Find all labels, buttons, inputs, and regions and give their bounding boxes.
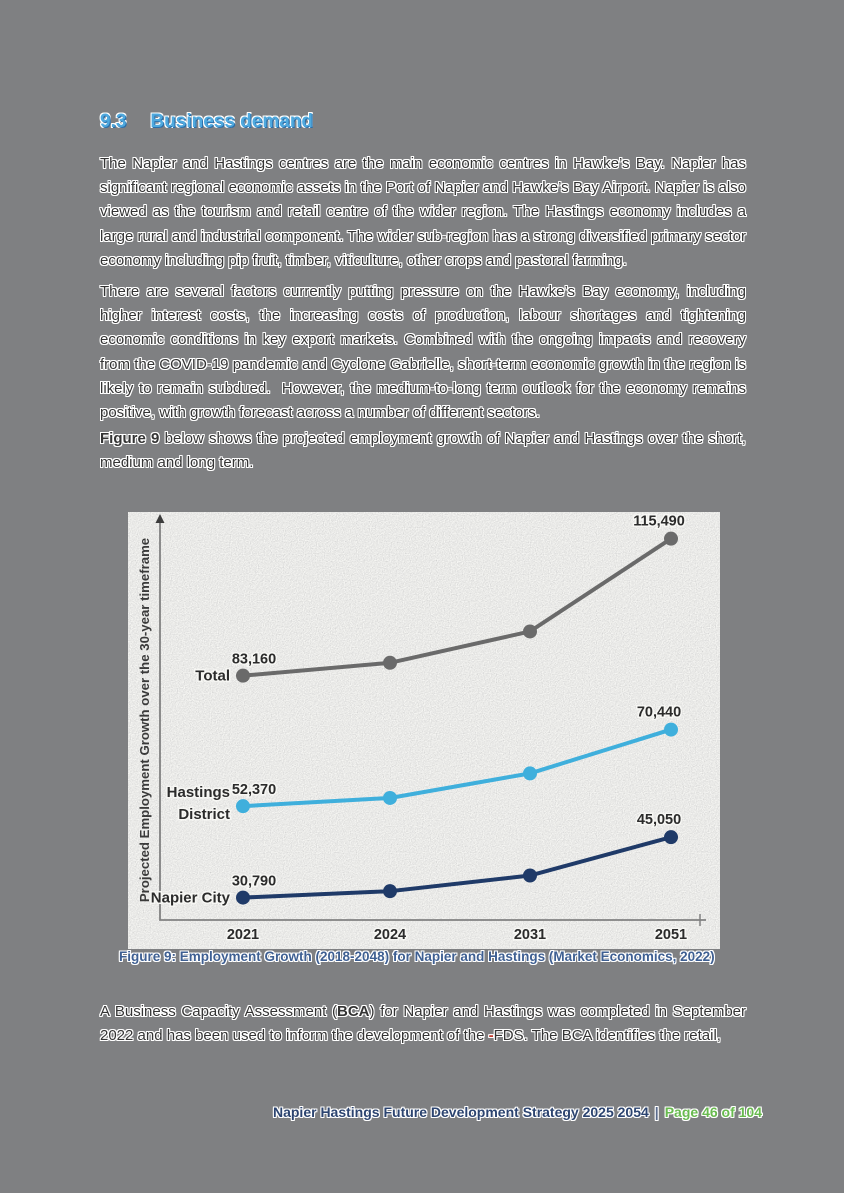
page-footer: Napier Hastings Future Development Strat… — [100, 1104, 762, 1120]
tracked-change-mark: - — [488, 1027, 494, 1045]
section-number: 9.3 — [100, 111, 127, 132]
series-point-napier-city-2021 — [236, 890, 250, 905]
footer-document-title: Napier Hastings Future Development Strat… — [272, 1104, 649, 1120]
series-name-label-total: Total — [195, 668, 230, 685]
series-point-hastings-district-2031 — [523, 766, 537, 781]
section-title: Business demand — [150, 111, 314, 132]
series-name-label-hastings-district: District — [178, 806, 230, 823]
paragraph-economic-pressure: There are several factors currently putt… — [100, 283, 746, 422]
series-point-hastings-district-2021 — [236, 799, 250, 814]
series-point-napier-city-2051 — [664, 830, 678, 845]
series-point-total-2021 — [236, 668, 250, 683]
series-line-total — [241, 536, 673, 678]
y-axis-arrow-icon — [155, 514, 165, 523]
data-label-hastings-district-end: 70,440 — [637, 705, 681, 721]
employment-growth-chart: Projected Employment Growth over the 30-… — [128, 512, 720, 949]
x-tick-2021: 2021 — [227, 927, 259, 943]
paragraph-figure-intro: Figure 9 below shows the projected emplo… — [100, 430, 746, 472]
x-tick-2031: 2031 — [514, 927, 546, 943]
series-point-napier-city-2031 — [523, 868, 537, 883]
data-label-total-start: 83,160 — [232, 652, 276, 668]
paragraph-bca: A Business Capacity Assessment (BCA) for… — [100, 1003, 747, 1045]
series-point-total-2024 — [383, 655, 397, 670]
x-tick-2051: 2051 — [655, 927, 687, 943]
employment-growth-chart-svg: Projected Employment Growth over the 30-… — [128, 512, 720, 949]
series-point-napier-city-2024 — [383, 884, 397, 899]
data-label-total-end: 115,490 — [633, 514, 685, 530]
series-point-total-2051 — [664, 531, 678, 546]
footer-separator: | — [654, 1104, 659, 1120]
series-name-label-hastings-district: Hastings — [167, 784, 230, 801]
series-name-label-napier-city: Napier City — [151, 890, 231, 907]
figure-9-reference: Figure 9 — [100, 430, 160, 447]
footer-page-number: Page 46 of 104 — [664, 1104, 762, 1120]
scan-noise-texture — [128, 512, 720, 949]
chart-x-axis-labels: 2021 2024 2031 2051 — [225, 926, 688, 945]
series-point-hastings-district-2051 — [664, 722, 678, 737]
series-point-total-2031 — [523, 624, 537, 639]
data-label-napier-city-start: 30,790 — [232, 874, 276, 890]
data-label-napier-city-end: 45,050 — [637, 812, 681, 828]
bca-abbreviation: BCA — [337, 1003, 370, 1020]
section-heading: 9.3 Business demand — [100, 111, 760, 133]
x-tick-2024: 2024 — [374, 927, 406, 943]
chart-axes — [159, 520, 706, 921]
data-label-hastings-district-start: 52,370 — [232, 782, 276, 798]
series-line-napier-city — [241, 835, 673, 900]
figure-caption: Figure 9: Employment Growth (2018-2048) … — [119, 949, 715, 964]
series-point-hastings-district-2024 — [383, 790, 397, 805]
series-line-hastings-district — [241, 727, 673, 809]
y-axis-label: Projected Employment Growth over the 30-… — [137, 538, 152, 902]
paragraph-economic-centres: The Napier and Hastings centres are the … — [100, 155, 746, 269]
